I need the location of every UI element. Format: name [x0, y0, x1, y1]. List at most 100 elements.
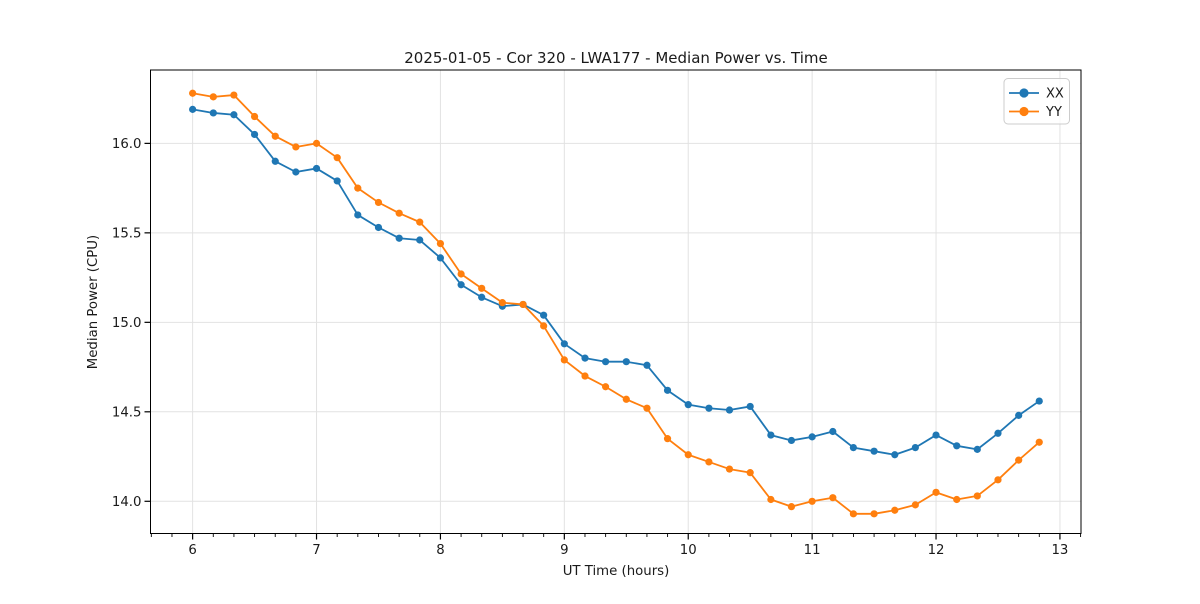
- data-point-xx: [932, 431, 940, 439]
- axis-tick-labels: 6 7 8 9 10 11 12 13 14.0 14.5 15.0 15.5 16.0: [112, 137, 1069, 558]
- data-point-xx: [601, 358, 610, 366]
- data-point-yy: [994, 476, 1002, 484]
- data-point-yy: [436, 239, 445, 248]
- x-axis-label: UT Time (hours): [563, 564, 670, 579]
- data-point-yy: [870, 510, 878, 518]
- data-point-yy: [1015, 456, 1023, 464]
- y-axis-label: Median Power (CPU): [86, 235, 101, 369]
- chart-title: 2025-01-05 - Cor 320 - LWA177 - Median P…: [404, 49, 828, 67]
- data-point-yy: [312, 139, 321, 147]
- x-tick-label: 9: [560, 543, 568, 558]
- data-point-yy: [1035, 438, 1043, 446]
- data-point-xx: [684, 401, 692, 409]
- data-point-yy: [374, 198, 383, 207]
- x-tick-label: 13: [1051, 543, 1068, 558]
- data-point-yy: [250, 112, 259, 121]
- data-point-xx: [911, 444, 919, 452]
- legend-label-yy: YY: [1045, 105, 1062, 120]
- data-point-xx: [1015, 411, 1023, 419]
- data-point-xx: [994, 429, 1002, 437]
- data-point-yy: [643, 404, 651, 412]
- data-point-xx: [416, 236, 424, 244]
- legend-marker-yy-icon: [1019, 106, 1029, 117]
- data-point-yy: [808, 497, 816, 505]
- data-point-xx: [643, 361, 651, 369]
- data-point-xx: [829, 427, 837, 436]
- data-point-yy: [292, 143, 300, 151]
- data-point-yy: [911, 501, 919, 509]
- data-point-xx: [312, 164, 321, 173]
- data-point-xx: [374, 223, 383, 232]
- data-point-xx: [271, 157, 279, 165]
- data-point-yy: [519, 300, 527, 309]
- data-point-xx: [189, 105, 197, 113]
- data-point-yy: [333, 154, 341, 162]
- y-tick-label: 16.0: [112, 137, 142, 152]
- data-point-xx: [1035, 397, 1043, 405]
- data-point-xx: [663, 386, 672, 394]
- data-point-yy: [663, 435, 672, 443]
- data-point-yy: [560, 356, 568, 364]
- y-tick-label: 15.5: [112, 226, 142, 241]
- series-xx: [189, 105, 1043, 459]
- data-point-xx: [973, 445, 981, 453]
- data-point-xx: [849, 444, 857, 452]
- data-point-xx: [395, 234, 403, 242]
- data-point-yy: [540, 322, 548, 330]
- data-point-xx: [540, 311, 548, 319]
- data-point-yy: [601, 383, 610, 391]
- data-point-xx: [292, 168, 300, 176]
- series-line-xx: [191, 108, 1041, 456]
- data-point-xx: [705, 404, 713, 412]
- data-point-yy: [767, 495, 775, 504]
- data-point-yy: [581, 372, 589, 380]
- data-point-xx: [725, 406, 734, 414]
- data-point-yy: [891, 506, 899, 514]
- plot-border: [150, 69, 1082, 534]
- data-point-yy: [829, 494, 837, 502]
- data-point-xx: [436, 254, 445, 262]
- data-point-xx: [354, 211, 362, 219]
- data-point-yy: [622, 395, 630, 403]
- data-point-yy: [787, 503, 796, 511]
- legend: XX YY: [1003, 78, 1070, 125]
- axis-ticks: [144, 142, 1082, 540]
- y-tick-label: 15.0: [112, 316, 142, 331]
- data-point-yy: [849, 510, 857, 518]
- x-tick-label: 6: [188, 543, 196, 558]
- data-point-yy: [189, 89, 197, 97]
- data-point-yy: [498, 299, 506, 307]
- data-point-yy: [354, 184, 362, 192]
- data-point-yy: [705, 458, 713, 466]
- legend-label-xx: XX: [1046, 87, 1064, 102]
- data-point-xx: [953, 442, 961, 450]
- x-tick-label: 12: [928, 543, 945, 558]
- data-point-yy: [725, 465, 734, 473]
- legend-marker-xx-icon: [1019, 88, 1029, 98]
- data-point-yy: [416, 218, 424, 226]
- data-point-xx: [209, 109, 217, 117]
- x-tick-label: 11: [804, 543, 821, 558]
- series-line-yy: [191, 92, 1041, 515]
- data-point-xx: [230, 111, 238, 119]
- x-tick-label: 10: [680, 543, 697, 558]
- data-point-xx: [787, 436, 796, 445]
- data-point-xx: [333, 177, 341, 185]
- data-point-yy: [746, 469, 754, 477]
- data-point-xx: [746, 402, 754, 411]
- data-point-xx: [581, 354, 589, 362]
- data-point-yy: [932, 488, 940, 496]
- data-point-yy: [271, 132, 279, 140]
- data-point-xx: [622, 358, 630, 366]
- data-point-yy: [478, 284, 486, 292]
- data-point-xx: [891, 451, 899, 459]
- grid: [150, 70, 1081, 534]
- data-point-xx: [478, 293, 486, 301]
- data-point-xx: [560, 340, 568, 348]
- data-point-yy: [209, 93, 217, 101]
- data-point-xx: [767, 431, 775, 439]
- data-point-yy: [230, 91, 238, 99]
- series-lines: [189, 89, 1043, 518]
